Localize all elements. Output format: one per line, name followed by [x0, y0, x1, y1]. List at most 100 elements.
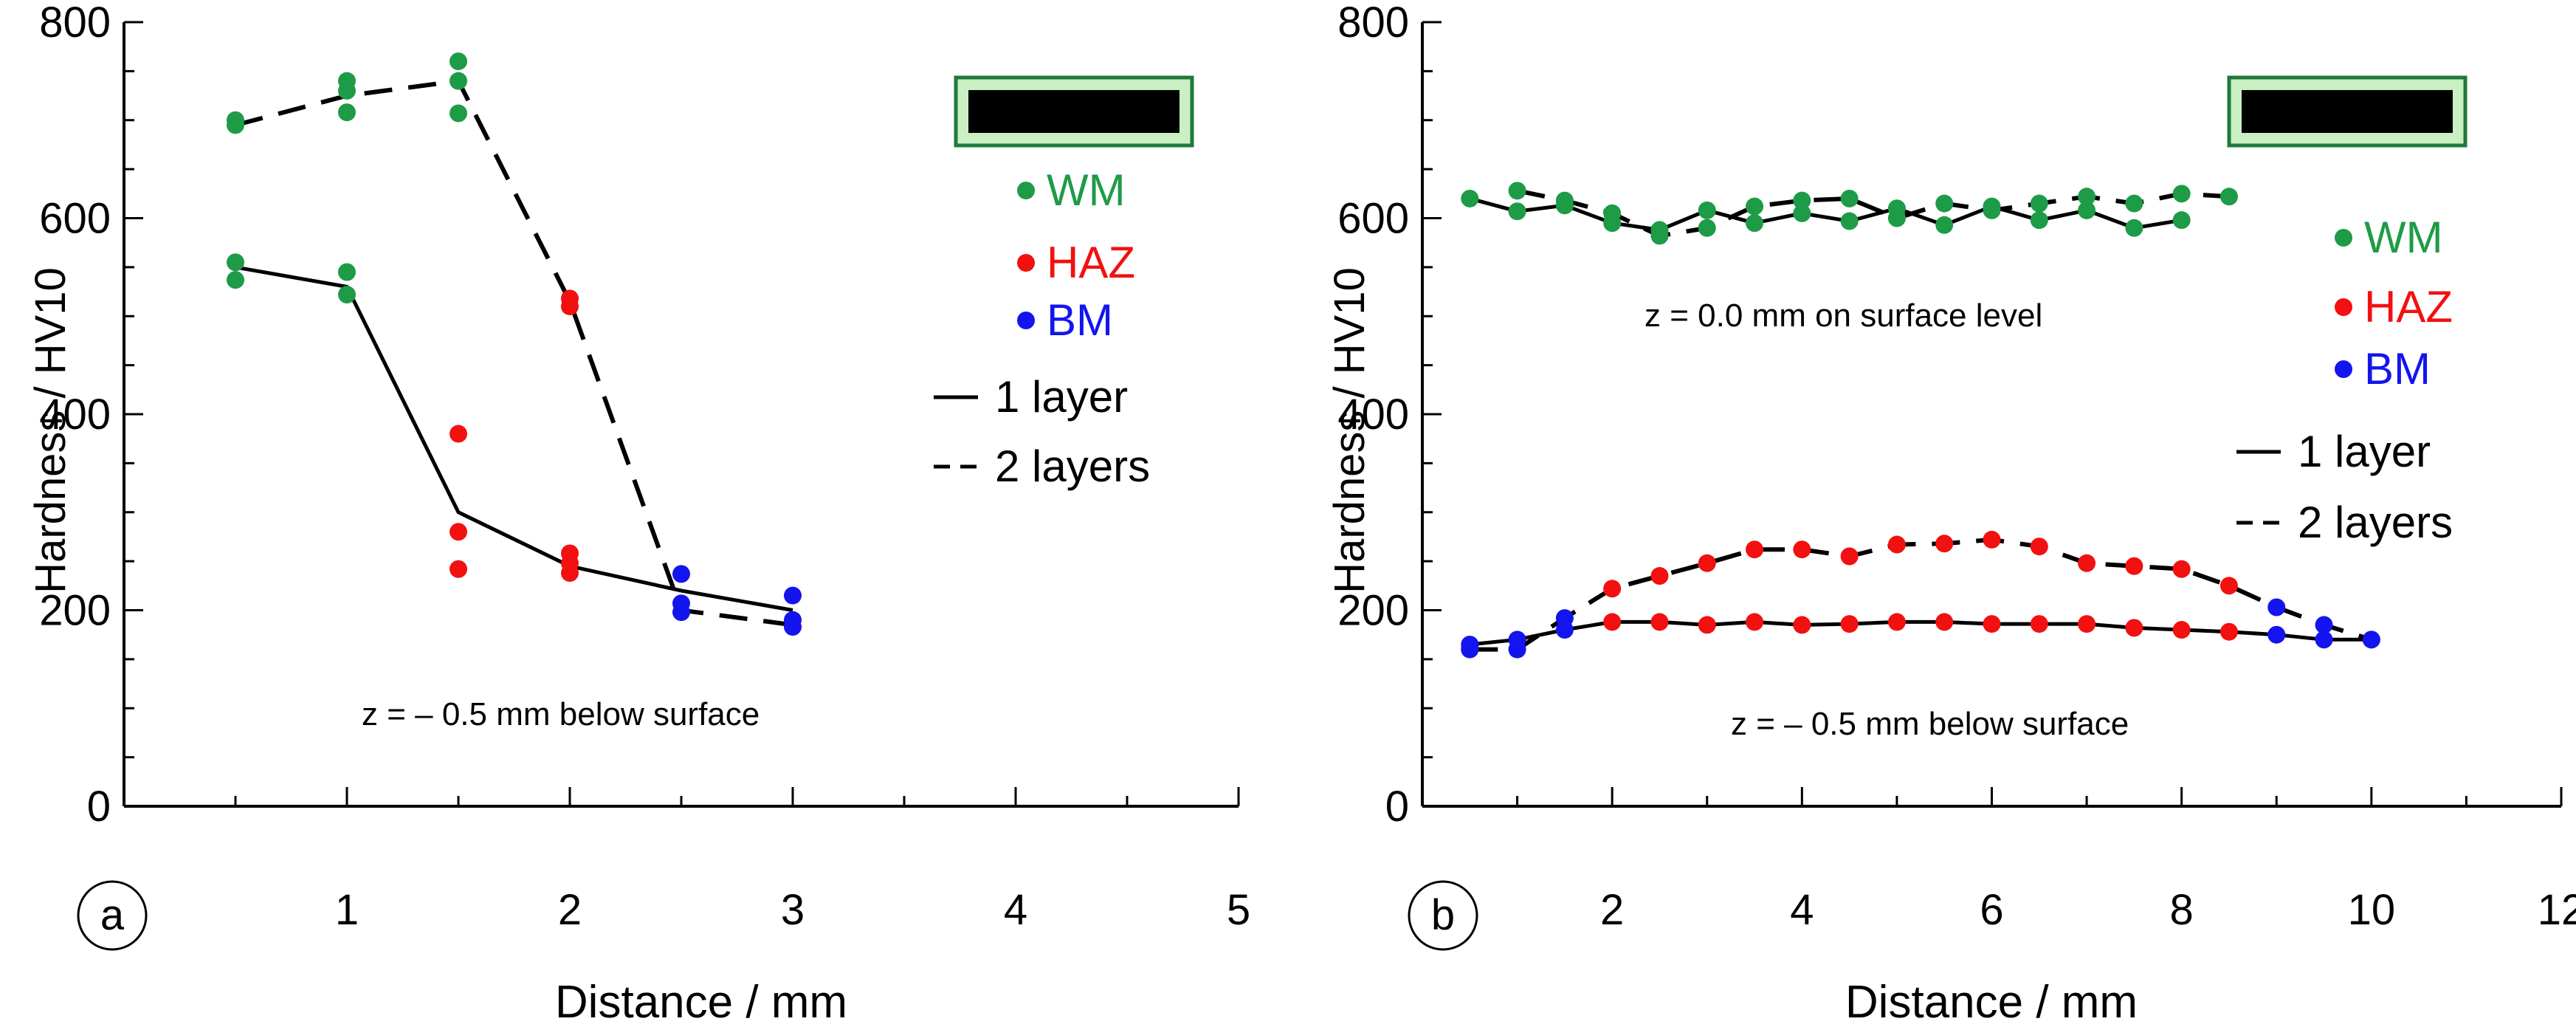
data-point-wm — [450, 52, 467, 71]
data-point-haz — [2125, 619, 2143, 637]
data-point-haz — [2030, 537, 2048, 556]
data-point-bm — [2315, 631, 2333, 649]
data-point-haz — [1650, 567, 1669, 585]
legend-bm-marker — [1017, 312, 1035, 329]
data-point-haz — [1793, 616, 1811, 634]
y-tick-label: 800 — [1337, 0, 1409, 47]
data-point-haz — [450, 523, 467, 541]
data-point-haz — [450, 560, 467, 578]
data-point-wm — [227, 253, 244, 272]
data-point-haz — [2219, 577, 2238, 595]
x-tick-label: 3 — [781, 886, 805, 934]
panel-a-legend: WM HAZ BM 1 layer 2 layers — [934, 165, 1150, 491]
x-tick-label: 6 — [1980, 886, 2003, 934]
data-point-wm — [1840, 189, 1859, 207]
panel-b-scale-bar — [2227, 75, 2467, 148]
data-point-wm — [338, 286, 356, 304]
data-point-wm — [1461, 189, 1479, 207]
y-tick-label: 600 — [39, 195, 111, 243]
data-point-wm — [1935, 194, 1954, 213]
data-point-wm — [1650, 227, 1669, 245]
data-point-haz — [561, 297, 579, 315]
data-point-wm — [1983, 201, 2001, 219]
series-line-2-layers — [235, 78, 793, 628]
data-point-haz — [1603, 580, 1622, 598]
legend-2-layers-label: 2 layers — [995, 442, 1150, 491]
chart-panel-a: 0200400600800012345 Hardness / HV10 Dist… — [27, 0, 1250, 1027]
y-tick-label: 600 — [1337, 195, 1409, 243]
panel-b-label-badge: b — [1408, 880, 1478, 951]
data-point-haz — [1698, 554, 1716, 572]
data-point-haz — [450, 425, 467, 443]
data-point-haz — [2172, 621, 2191, 639]
data-point-wm — [227, 116, 244, 134]
data-point-wm — [1508, 202, 1526, 221]
panel-a-label-badge: a — [77, 880, 148, 951]
data-point-wm — [1698, 219, 1716, 237]
y-tick-label: 0 — [1385, 783, 1409, 831]
data-point-wm — [1793, 204, 1811, 222]
data-point-wm — [2172, 185, 2191, 203]
x-tick-label: 4 — [1790, 886, 1814, 934]
panel-b-legend: WM HAZ BM 1 layer 2 layers — [2236, 213, 2453, 547]
data-point-haz — [2125, 557, 2143, 575]
legend-bm-marker — [2335, 360, 2352, 378]
series-line-surface-2-layers — [1516, 188, 2230, 238]
y-tick-label: 800 — [39, 0, 111, 47]
panel-b-annotation-surface: z = 0.0 mm on surface level — [1645, 298, 2042, 334]
data-point-bm — [2267, 598, 2286, 616]
legend-wm-marker — [1017, 182, 1035, 199]
data-point-wm — [450, 104, 467, 123]
data-point-haz — [1887, 535, 1906, 554]
x-tick-label: 4 — [1004, 886, 1027, 934]
x-tick-label: 12 — [2538, 886, 2576, 934]
data-point-wm — [227, 271, 244, 289]
data-point-wm — [338, 263, 356, 281]
x-tick-label: 2 — [1600, 886, 1624, 934]
data-point-bm — [1555, 609, 1574, 628]
data-point-wm — [2078, 188, 2096, 206]
legend-haz-marker — [2335, 298, 2352, 316]
legend-bm-label: BM — [2364, 344, 2431, 394]
legend-wm-label: WM — [1047, 165, 1126, 215]
data-point-wm — [1793, 191, 1811, 210]
legend-1-layer-label: 1 layer — [2298, 427, 2431, 476]
data-point-bm — [2362, 631, 2380, 649]
legend-haz-label: HAZ — [1047, 238, 1135, 287]
data-point-wm — [1887, 209, 1906, 227]
panel-a-marks — [227, 52, 802, 636]
data-point-haz — [1935, 613, 1954, 631]
legend-bm-label: BM — [1047, 295, 1113, 345]
panel-a-ylabel: Hardness / HV10 — [27, 267, 75, 594]
data-point-wm — [2030, 194, 2048, 213]
y-tick-label: 200 — [1337, 587, 1409, 635]
panel-b-axes: 0200400600800024681012 — [1337, 0, 2576, 934]
panel-a-axes: 0200400600800012345 — [39, 0, 1250, 934]
data-point-wm — [1555, 191, 1574, 210]
data-point-wm — [2125, 194, 2143, 213]
legend-1-layer-label: 1 layer — [995, 372, 1128, 422]
data-point-haz — [2030, 615, 2048, 633]
data-point-wm — [2030, 211, 2048, 230]
legend-haz-label: HAZ — [2364, 282, 2453, 332]
data-point-haz — [561, 564, 579, 583]
data-point-wm — [1698, 201, 1716, 219]
data-point-bm — [784, 586, 802, 605]
x-tick-label: 2 — [558, 886, 582, 934]
chart-panel-b: 0200400600800024681012 Hardness / HV10 D… — [1326, 0, 2576, 1027]
panel-b-marks — [1461, 182, 2380, 659]
panel-a-label: a — [100, 891, 125, 939]
legend-wm-label: WM — [2364, 213, 2443, 262]
data-point-bm — [1461, 640, 1479, 659]
data-point-wm — [2172, 211, 2191, 230]
data-point-wm — [2219, 188, 2238, 206]
x-tick-label: 8 — [2170, 886, 2194, 934]
panel-a-xlabel: Distance / mm — [555, 977, 847, 1027]
data-point-wm — [2078, 201, 2096, 219]
y-tick-label: 0 — [87, 783, 111, 831]
panel-a-scale-bar — [954, 75, 1194, 148]
data-point-bm — [2267, 625, 2286, 644]
data-point-haz — [1840, 547, 1859, 566]
data-point-wm — [1840, 212, 1859, 230]
